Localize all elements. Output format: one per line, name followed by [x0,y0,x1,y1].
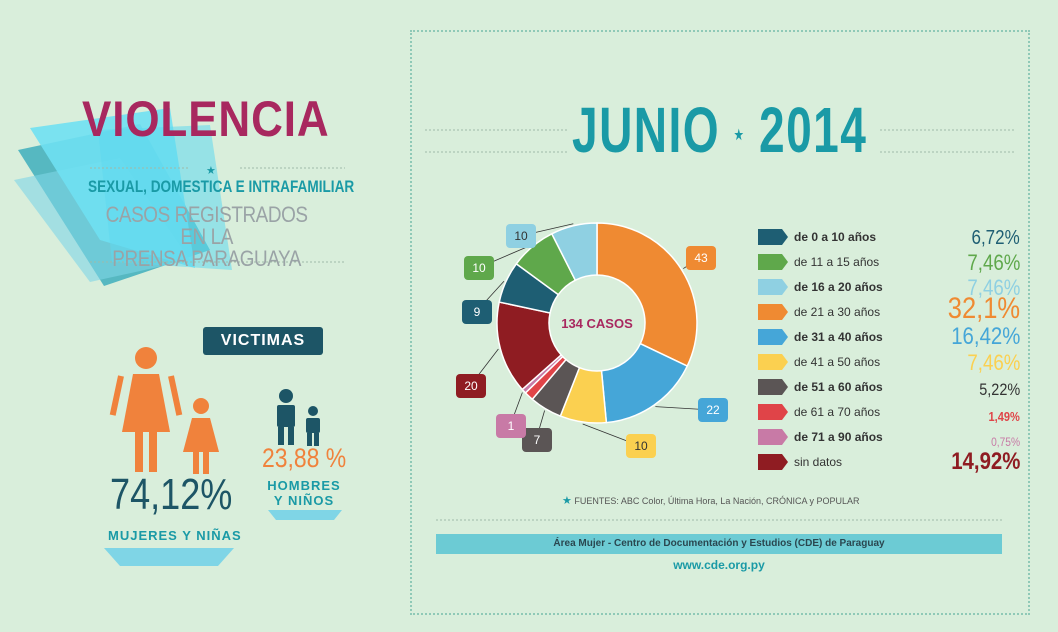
legend-percent: 5,22% [979,380,1020,399]
legend-label: de 41 a 50 años [794,355,881,369]
legend-label: de 21 a 30 años [794,305,881,319]
callout-value: 43 [694,251,708,265]
legend-swatch [758,454,788,470]
women-label: MUJERES Y NIÑAS [108,528,242,543]
legend-label: sin datos [794,455,843,469]
title-year: 2014 [758,94,868,166]
legend-label: de 11 a 15 años [794,255,880,269]
subtitle-casos-line1: CASOS REGISTRADOS EN LA [105,202,308,249]
fuentes: ★ FUENTES: ABC Color, Última Hora, La Na… [562,494,859,507]
callout-value: 9 [474,305,481,319]
legend-percent: 1,49% [988,409,1020,424]
man-icon [277,389,295,445]
men-label: HOMBRES Y NIÑOS [262,478,346,508]
callout-box [698,398,728,422]
area-mujer-bar: Área Mujer - Centro de Documentación y E… [436,534,1002,554]
legend-swatch [758,354,788,370]
legend-percent: 7,46% [966,250,1020,275]
legend-label: de 61 a 70 años [794,405,881,419]
star-icon: ★ [206,165,216,177]
pie-slice [550,222,598,282]
chart-frame [410,30,1030,615]
pie-chart: 43 22 10 7 1 20 9 10 10 134 CASOS [456,222,728,458]
star-icon: ★ [562,495,572,507]
callout-value: 10 [634,439,648,453]
legend-swatch [758,279,788,295]
fuentes-text: FUENTES: ABC Color, Última Hora, La Naci… [574,496,860,506]
legend-swatch [758,429,788,445]
star-icon: ★ [734,126,745,143]
callout-value: 22 [706,403,720,417]
website-link[interactable]: www.cde.org.py [673,558,765,572]
legend-item: de 21 a 30 años 32,1% [758,292,1020,325]
callout-box [496,414,526,438]
pie-slice [596,222,698,368]
boy-icon [306,406,320,446]
legend-item: sin datos 14,92% [758,448,1020,475]
men-label-line2: Y NIÑOS [273,493,335,508]
legend-percent: 6,72% [971,227,1020,249]
callout-box [464,256,494,280]
callout-box [462,300,492,324]
legend-label: de 31 a 40 años [794,330,883,344]
legend-item: de 31 a 40 años 16,42% [758,323,1020,350]
legend-percent: 16,42% [950,323,1020,350]
legend-item: de 0 a 10 años 6,72% [758,227,1020,249]
subtitle-casos-line2: PRENSA PARAGUAYA [112,246,301,271]
legend-item: de 11 a 15 años 7,46% [758,250,1020,275]
callout-box [686,246,716,270]
title-month: JUNIO [572,94,721,166]
legend-item: de 61 a 70 años 1,49% [758,402,1020,424]
callout-value: 10 [514,229,528,243]
subtitle-casos: CASOS REGISTRADOS EN LA PRENSA PARAGUAYA [100,204,313,270]
legend-item: de 51 a 60 años 5,22% [758,377,1020,399]
callout-value: 10 [472,261,486,275]
legend-label: de 0 a 10 años [794,230,877,244]
men-label-line1: HOMBRES [267,478,341,493]
legend-percent: 7,46% [966,350,1020,375]
men-percentage: 23,88 % [262,443,347,473]
legend-swatch [758,229,788,245]
victimas-tag: VICTIMAS [203,327,323,355]
legend-swatch [758,304,788,320]
legend-label: de 16 a 20 años [794,280,883,294]
women-percentage: 74,12% [110,470,233,519]
legend-item: de 71 a 90 años 0,75% [758,427,1020,449]
subtitle: SEXUAL, DOMESTICA E INTRAFAMILIAR [88,177,355,196]
callout-value: 20 [464,379,478,393]
callout-box [626,434,656,458]
chart-title: JUNIO ★ 2014 [572,93,867,167]
legend-swatch [758,379,788,395]
legend-percent: 7,46% [966,275,1020,300]
callout-box [456,374,486,398]
girl-icon [183,398,219,474]
legend-item: de 16 a 20 años 7,46% [758,275,1020,300]
legend-swatch [758,254,788,270]
callout-value: 7 [534,433,541,447]
legend-percent: 32,1% [947,292,1020,325]
legend-percent: 14,92% [950,448,1020,475]
legend-label: de 71 a 90 años [794,430,883,444]
legend-swatch [758,404,788,420]
pie-center-label: 134 CASOS [561,316,633,331]
callout-box [522,428,552,452]
legend-label: de 51 a 60 años [794,380,883,394]
legend-swatch [758,329,788,345]
callout-value: 1 [508,419,515,433]
woman-icon [109,347,183,472]
legend-item: de 41 a 50 años 7,46% [758,350,1020,375]
title-violencia: VIOLENCIA [82,91,330,147]
callout-box [506,224,536,248]
legend-percent: 0,75% [991,435,1020,449]
